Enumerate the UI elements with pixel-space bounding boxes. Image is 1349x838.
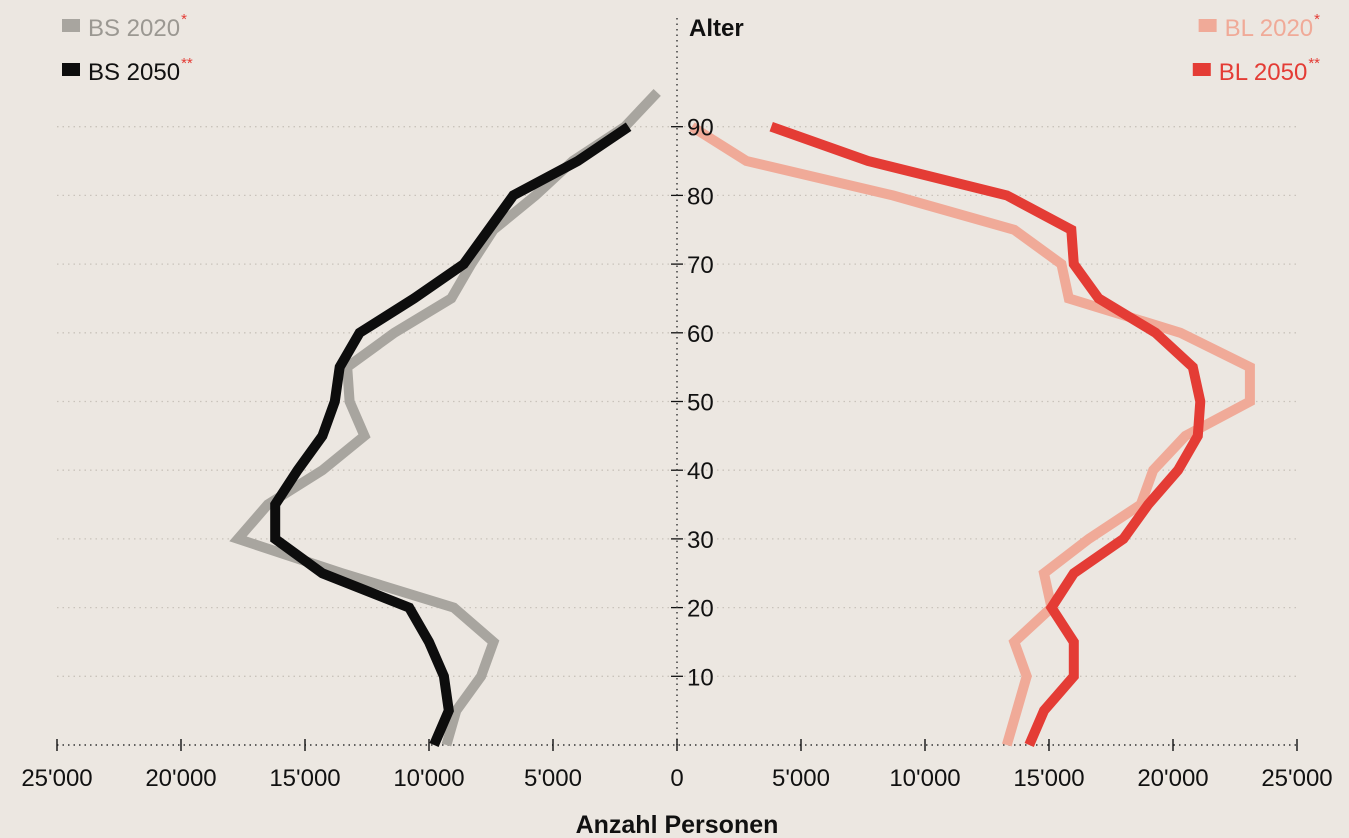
legend-swatch-bs-2020 bbox=[62, 19, 80, 32]
series-line-bl-2050 bbox=[769, 121, 1206, 747]
legend-label-bl-2020: BL 2020 bbox=[1225, 15, 1314, 42]
legend: BS 2020 *BS 2050 ***BL 2020**BL 2050 bbox=[62, 11, 1320, 86]
series-line-bs-2050 bbox=[270, 122, 632, 747]
y-tick-label-90: 90 bbox=[687, 115, 714, 142]
legend-label-bl-2050: BL 2050 bbox=[1219, 59, 1308, 86]
series-line-bl-2020 bbox=[689, 122, 1255, 747]
legend-marker-bs-2020: * bbox=[181, 11, 187, 28]
x-tick-label-right-0: 5'000 bbox=[772, 765, 830, 792]
x-tick-label-left-0: 25'000 bbox=[21, 765, 92, 792]
legend-swatch-bl-2050 bbox=[1192, 63, 1211, 76]
axis-labels: 10 20 30 40 50 60 70 80 90 25'000 20'000 15'000 10'0… bbox=[21, 15, 1332, 838]
legend-label-bs-2050: BS 2050 bbox=[88, 59, 180, 86]
legend-marker-bs-2050: ** bbox=[181, 55, 193, 72]
legend-marker-bl-2050: ** bbox=[1308, 55, 1320, 72]
x-tick-label-left-4: 5'000 bbox=[524, 765, 582, 792]
legend-swatch-bs-2050 bbox=[62, 63, 80, 76]
y-tick-label-30: 30 bbox=[687, 527, 714, 554]
y-tick-label-80: 80 bbox=[687, 183, 714, 210]
legend-label-bs-2020: BS 2020 bbox=[88, 15, 180, 42]
x-tick-label-left-3: 10'000 bbox=[393, 765, 464, 792]
y-tick-label-70: 70 bbox=[687, 252, 714, 279]
x-tick-label-right-2: 15'000 bbox=[1013, 765, 1084, 792]
y-tick-label-50: 50 bbox=[687, 390, 714, 417]
legend-marker-bl-2020: * bbox=[1314, 11, 1320, 28]
axes bbox=[56, 18, 1298, 751]
y-tick-label-60: 60 bbox=[687, 321, 714, 348]
x-tick-label-right-1: 10'000 bbox=[889, 765, 960, 792]
y-tick-label-20: 20 bbox=[687, 596, 714, 623]
y-tick-label-40: 40 bbox=[687, 458, 714, 485]
x-tick-label-left-5: 0 bbox=[670, 765, 683, 792]
legend-swatch-bl-2020 bbox=[1198, 19, 1217, 32]
x-tick-label-left-2: 15'000 bbox=[269, 765, 340, 792]
y-tick-label-10: 10 bbox=[687, 664, 714, 691]
y-axis-title: Alter bbox=[689, 15, 744, 42]
x-tick-label-right-4: 25'000 bbox=[1261, 765, 1332, 792]
x-tick-label-left-1: 20'000 bbox=[145, 765, 216, 792]
x-axis-title: Anzahl Personen bbox=[576, 811, 779, 838]
series-lines bbox=[229, 88, 1255, 747]
series-line-bs-2020 bbox=[229, 88, 661, 747]
x-tick-label-right-3: 20'000 bbox=[1137, 765, 1208, 792]
